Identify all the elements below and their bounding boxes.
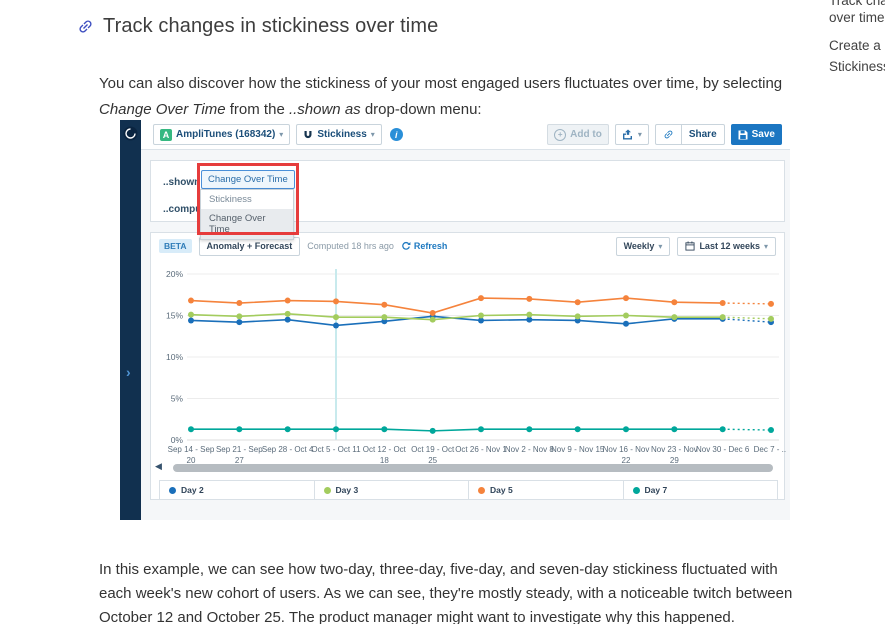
svg-text:10%: 10%: [166, 352, 183, 362]
shown-as-dropdown[interactable]: Change Over Time: [201, 170, 295, 189]
toc-item-create-stickiness[interactable]: Create a: [829, 38, 881, 53]
svg-text:15%: 15%: [166, 311, 183, 321]
chevron-down-icon: ▾: [279, 130, 284, 139]
toc-item-create-stickiness-line2[interactable]: Stickiness chart: [829, 59, 885, 74]
legend-dot: [632, 486, 640, 494]
svg-text:Nov 2 - Nov 8: Nov 2 - Nov 8: [505, 445, 554, 454]
menu-item-stickiness[interactable]: Stickiness: [209, 194, 252, 205]
scroll-left-arrow[interactable]: ◀: [155, 461, 162, 471]
refresh-icon: [402, 241, 411, 250]
link-icon: [664, 130, 673, 139]
svg-text:Nov 9 - Nov 15: Nov 9 - Nov 15: [551, 445, 605, 454]
app-logo-icon[interactable]: [123, 126, 138, 141]
chevron-down-icon: ▾: [637, 130, 642, 139]
svg-text:20%: 20%: [166, 269, 183, 279]
export-button[interactable]: ▾: [614, 124, 649, 145]
chevron-down-icon: ▾: [370, 130, 375, 139]
svg-text:Dec 7 - ...: Dec 7 - ...: [754, 445, 786, 454]
intro-italic-change-over-time: Change Over Time: [99, 100, 226, 118]
intro-italic-shown-as: ..shown as: [288, 100, 361, 118]
svg-text:Nov 30 - Dec 6: Nov 30 - Dec 6: [696, 445, 750, 454]
share-button-group: Share: [654, 124, 725, 145]
svg-text:Sep 28 - Oct 4: Sep 28 - Oct 4: [262, 445, 314, 454]
stickiness-magnet-icon: [304, 130, 312, 138]
legend-item-day2[interactable]: Day 2: [160, 481, 314, 499]
info-icon[interactable]: i: [389, 128, 403, 141]
svg-text:5%: 5%: [171, 394, 184, 404]
menu-item-change-over-time[interactable]: Change Over Time: [201, 209, 293, 239]
query-controls-panel: ..shown as Change Over Time ..computed S…: [150, 160, 785, 240]
intro-paragraph: You can also discover how the stickiness…: [99, 75, 783, 118]
shown-as-label: ..shown as: [163, 177, 215, 188]
chevron-down-icon: ▾: [658, 241, 663, 251]
svg-text:Oct 5 - Oct 11: Oct 5 - Oct 11: [311, 445, 361, 454]
legend-dot: [478, 486, 485, 494]
save-button[interactable]: Save: [730, 124, 782, 145]
chart-header: BETA Anomaly + Forecast Computed 18 hrs …: [151, 233, 784, 259]
share-button[interactable]: Share: [680, 125, 724, 144]
legend-item-day5[interactable]: Day 5: [468, 481, 623, 499]
page-title: Track changes in stickiness over time: [103, 15, 439, 37]
section-heading-row: Track changes in stickiness over time: [77, 15, 438, 38]
app-side-navbar: ›: [120, 120, 141, 520]
chart-type-selector-button[interactable]: Stickiness ▾: [296, 124, 382, 145]
chart-scrollbar[interactable]: [173, 464, 773, 472]
chevron-down-icon: ▾: [763, 241, 768, 251]
svg-text:0%: 0%: [171, 435, 184, 445]
beta-badge: BETA: [159, 239, 192, 253]
add-to-button[interactable]: + Add to: [547, 124, 609, 145]
interval-dropdown[interactable]: Weekly ▾: [615, 236, 671, 256]
chart-panel: BETA Anomaly + Forecast Computed 18 hrs …: [150, 232, 786, 500]
embedded-screenshot: › A AmpliTunes (168342) ▾ Stickiness ▾ i…: [120, 120, 790, 520]
save-floppy-icon: [738, 130, 748, 139]
legend-item-day3[interactable]: Day 3: [313, 481, 469, 499]
legend-dot: [323, 486, 331, 494]
svg-text:Oct 26 - Nov 1: Oct 26 - Nov 1: [455, 445, 507, 454]
copy-link-button[interactable]: [656, 125, 681, 144]
computed-label: ..computed: [163, 204, 217, 215]
sidebar-expand-chevron-icon[interactable]: ›: [126, 364, 131, 380]
chart-legend: Day 2 Day 3 Day 5 Day 7: [159, 480, 778, 500]
toc-item-track-changes-line2[interactable]: over time: [829, 10, 885, 25]
computed-ago-text: Computed 18 hrs ago: [307, 241, 394, 251]
project-selector-button[interactable]: A AmpliTunes (168342) ▾: [153, 124, 291, 145]
toc-item-track-changes[interactable]: Track changes in stickiness: [829, 0, 885, 8]
shown-as-dropdown-menu: Stickiness Change Over Time: [200, 189, 294, 240]
plus-circle-icon: +: [554, 128, 567, 141]
conclusion-paragraph: In this example, we can see how two-day,…: [99, 561, 793, 624]
legend-dot: [169, 486, 176, 494]
export-icon: [622, 129, 632, 140]
calendar-icon: [685, 241, 695, 251]
anchor-link-icon[interactable]: [73, 14, 97, 38]
refresh-button[interactable]: Refresh: [401, 241, 447, 251]
app-topbar: A AmpliTunes (168342) ▾ Stickiness ▾ i +…: [141, 120, 790, 150]
date-range-dropdown[interactable]: Last 12 weeks ▾: [677, 236, 776, 256]
project-avatar: A: [160, 128, 172, 141]
legend-item-day7[interactable]: Day 7: [622, 481, 778, 499]
